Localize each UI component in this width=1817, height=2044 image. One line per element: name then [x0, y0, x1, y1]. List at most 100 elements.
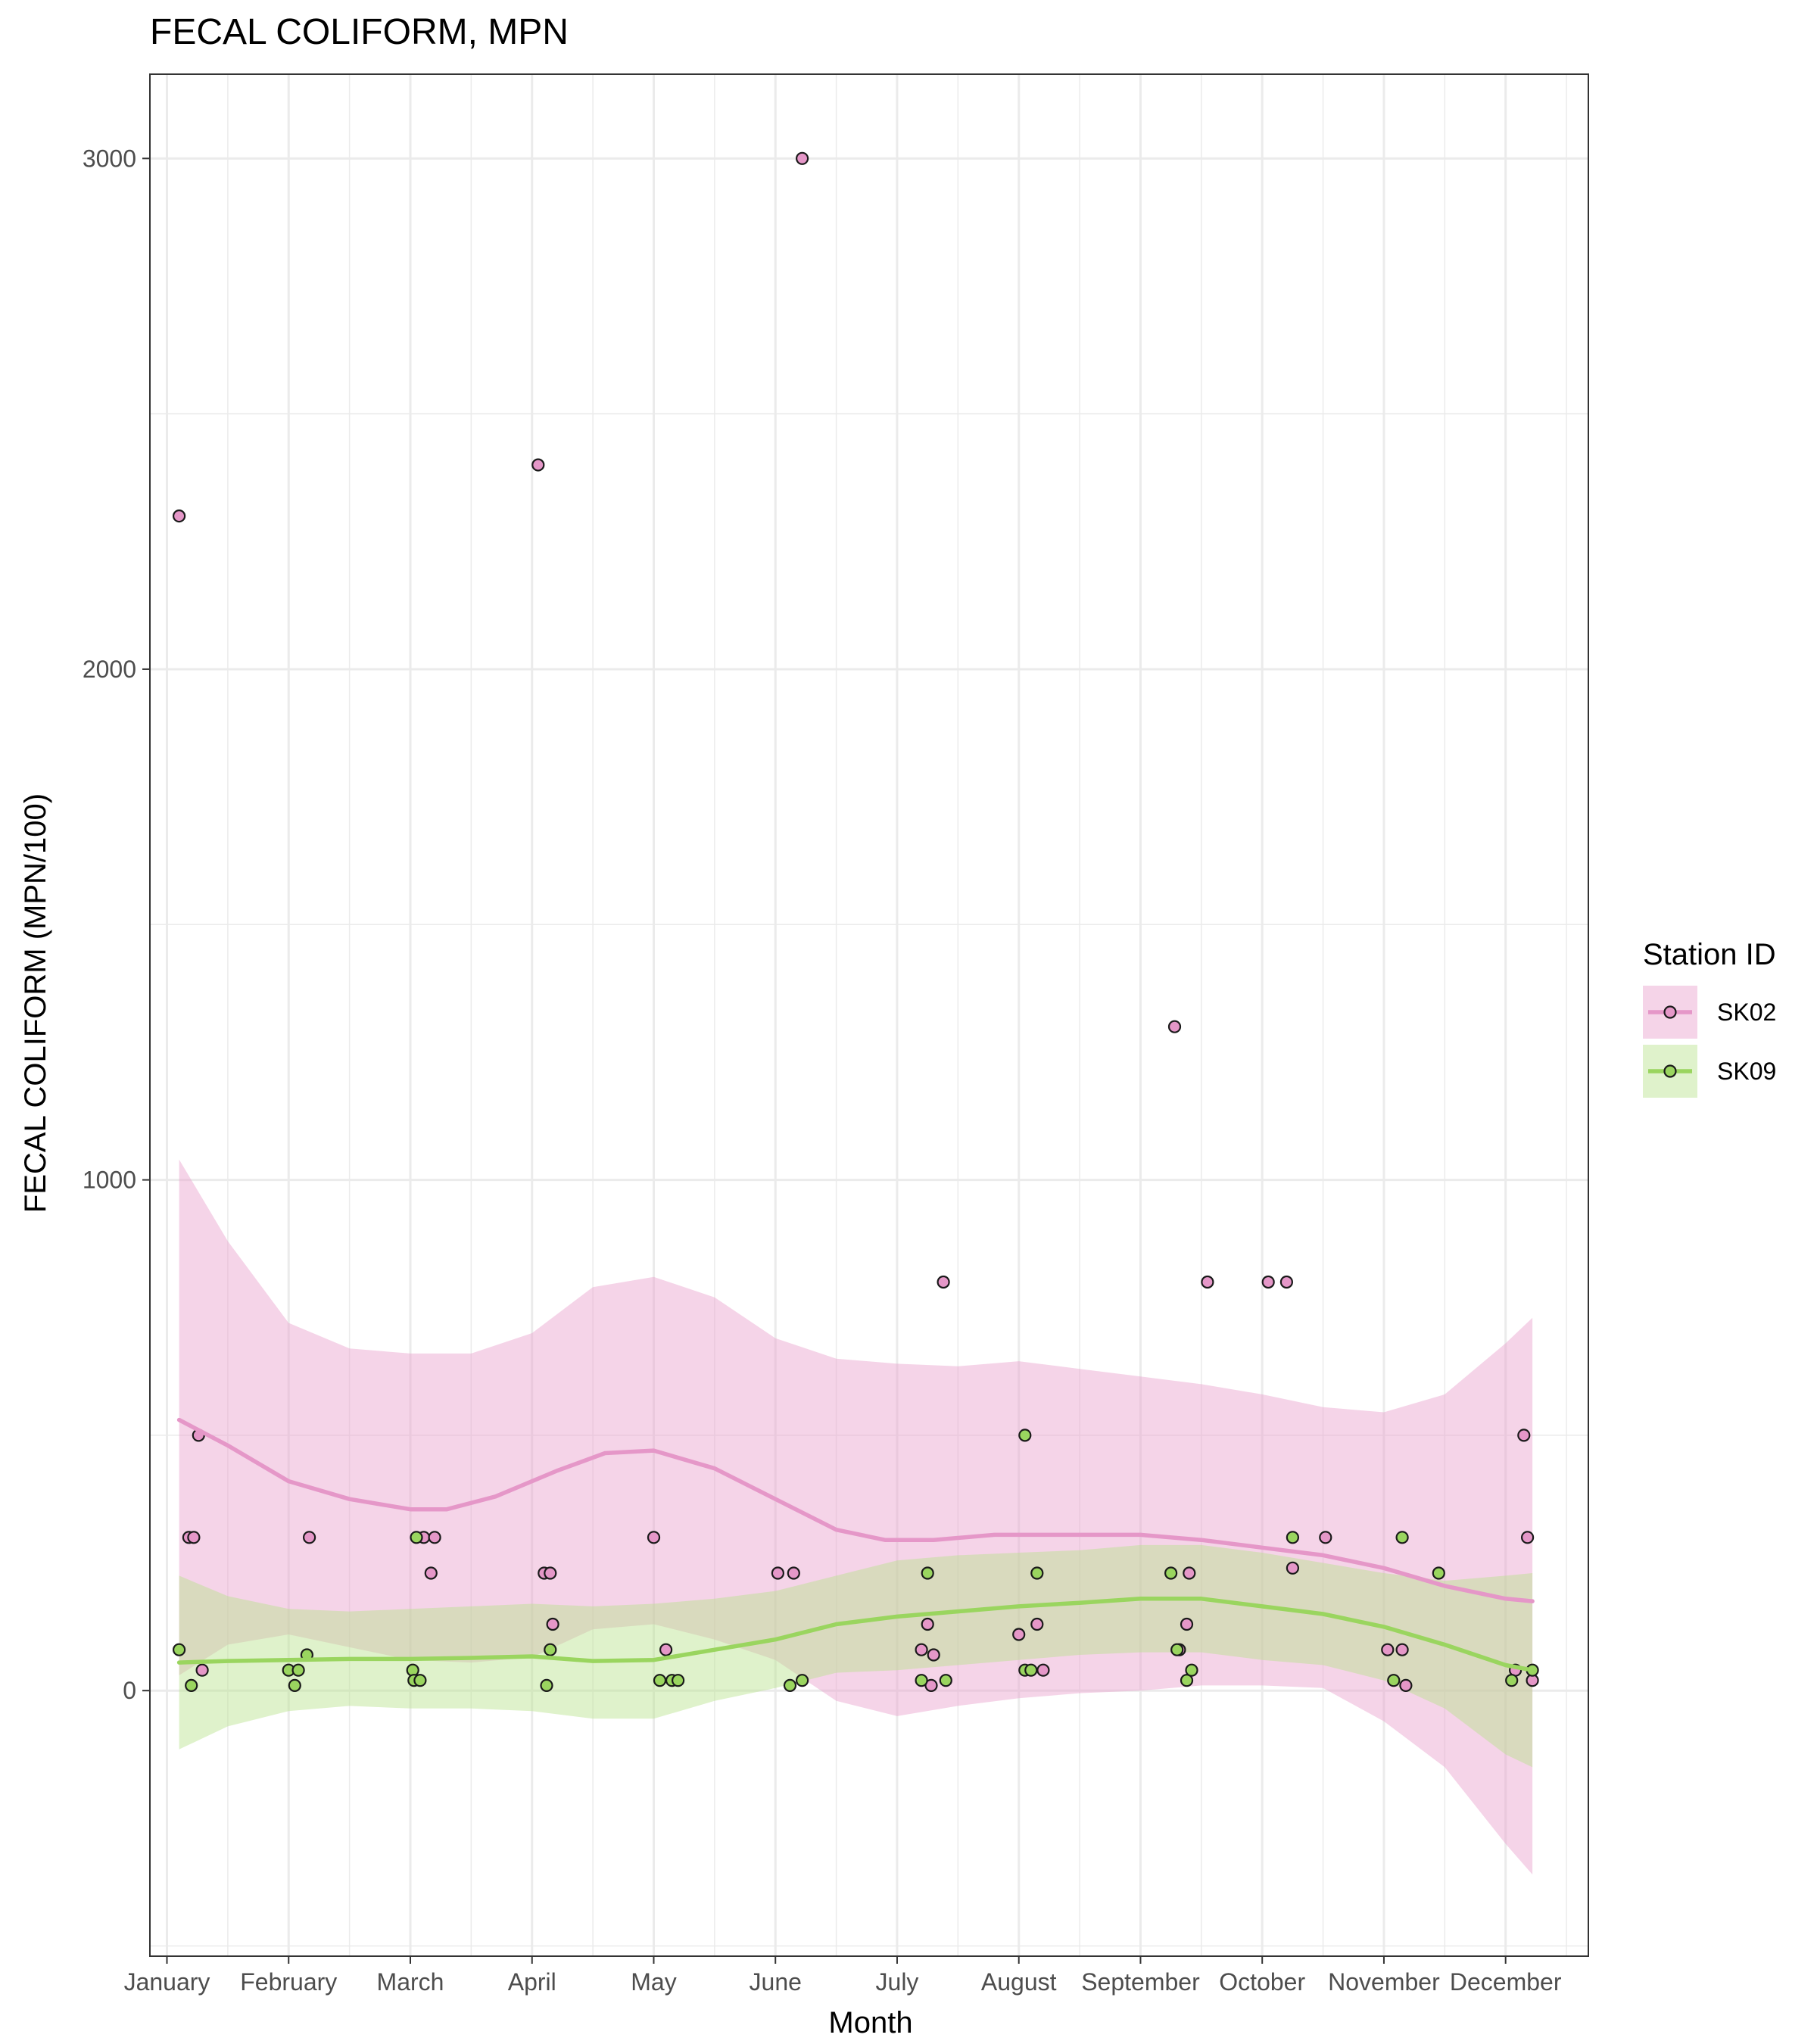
point-sk02: [1279, 1275, 1294, 1289]
point-sk09: [1024, 1663, 1038, 1677]
x-tick-label: June: [750, 1968, 802, 1996]
point-sk09: [185, 1678, 198, 1692]
legend-title: Station ID: [1643, 938, 1776, 971]
plot-frame: [149, 73, 1589, 1957]
point-sk02: [1399, 1678, 1413, 1692]
point-sk02: [659, 1643, 673, 1656]
plot-area: [150, 74, 1588, 1956]
point-sk09: [1164, 1566, 1178, 1580]
point-sk09: [1432, 1566, 1445, 1580]
point-sk02: [1520, 1531, 1535, 1544]
x-tick-label: February: [240, 1968, 337, 1996]
point-sk02: [915, 1643, 928, 1656]
point-sk09: [1030, 1566, 1044, 1580]
smooth-line-sk09: [176, 1597, 1535, 1672]
x-tick-label: April: [508, 1968, 556, 1996]
y-tick-label: 3000: [83, 145, 136, 172]
point-sk02: [546, 1617, 559, 1631]
confidence-band-sk02: [179, 1159, 1533, 1875]
plot-background: [150, 74, 1588, 1956]
chart-title: FECAL COLIFORM, MPN: [150, 12, 569, 52]
x-tick-label: September: [1081, 1968, 1200, 1996]
point-sk09: [413, 1674, 427, 1687]
x-tick-label: August: [981, 1968, 1057, 1996]
point-sk02: [187, 1531, 201, 1544]
point-sk02: [531, 458, 545, 472]
x-tick-label: January: [124, 1968, 210, 1996]
y-axis-title: FECAL COLIFORM (MPN/100): [19, 793, 52, 1213]
point-sk09: [795, 1674, 809, 1687]
point-sk02: [1201, 1275, 1214, 1289]
point-sk02: [1381, 1643, 1395, 1656]
point-sk02: [544, 1566, 557, 1580]
y-tick-label: 0: [123, 1677, 136, 1704]
point-sk09: [173, 1643, 186, 1656]
legend-key-point: [1663, 1005, 1677, 1019]
point-sk09: [939, 1674, 952, 1687]
point-sk02: [1517, 1429, 1531, 1442]
point-sk02: [1395, 1643, 1409, 1656]
x-axis-ticks: January February March April May June July Augu…: [124, 1956, 1562, 1996]
point-sk02: [1319, 1531, 1332, 1544]
point-sk09: [1395, 1531, 1409, 1544]
y-tick-label: 1000: [83, 1167, 136, 1194]
point-sk09: [915, 1674, 928, 1687]
point-sk02: [1180, 1617, 1194, 1631]
gridlines: [150, 74, 1588, 1956]
legend-key-point: [1663, 1064, 1677, 1078]
point-sk09: [1286, 1531, 1300, 1544]
x-tick-label: November: [1328, 1968, 1440, 1996]
point-sk02: [921, 1617, 934, 1631]
legend: Station ID SK02 SK09: [1643, 938, 1776, 1098]
smooth-lines: [176, 1417, 1535, 1672]
legend-label: SK02: [1717, 999, 1776, 1026]
point-sk02: [173, 509, 186, 523]
point-sk09: [671, 1674, 685, 1687]
point-sk09: [921, 1566, 934, 1580]
point-sk09: [1505, 1674, 1519, 1687]
point-sk02: [937, 1275, 950, 1289]
point-sk09: [540, 1678, 553, 1692]
point-sk02: [771, 1566, 785, 1580]
point-sk02: [1183, 1566, 1196, 1580]
point-sk02: [303, 1531, 316, 1544]
x-tick-label: October: [1219, 1968, 1305, 1996]
legend-items: SK02 SK09: [1643, 986, 1776, 1098]
point-sk02: [1167, 1020, 1182, 1033]
point-sk02: [424, 1566, 438, 1580]
point-sk09: [1018, 1429, 1032, 1442]
point-sk09: [653, 1674, 667, 1687]
point-sk02: [1286, 1561, 1300, 1575]
legend-label: SK09: [1717, 1058, 1776, 1085]
legend-item-sk02: SK02: [1643, 986, 1776, 1039]
point-sk02: [787, 1566, 800, 1580]
point-sk09: [544, 1643, 557, 1656]
x-axis-title: Month: [828, 2006, 912, 2039]
panel-border: [149, 73, 1589, 1957]
point-sk02: [428, 1531, 441, 1544]
y-tick-label: 2000: [83, 656, 136, 683]
point-sk02: [795, 151, 809, 165]
point-sk09: [1170, 1643, 1184, 1656]
point-sk09: [1387, 1674, 1401, 1687]
data-points: [173, 151, 1539, 1692]
point-sk02: [1036, 1663, 1050, 1677]
point-sk02: [1030, 1617, 1044, 1631]
smooth-line-sk02: [176, 1417, 1535, 1603]
point-sk09: [288, 1678, 301, 1692]
point-sk09: [1180, 1674, 1194, 1687]
y-axis-ticks: 0 1000 2000 3000: [83, 145, 150, 1704]
x-tick-label: December: [1450, 1968, 1562, 1996]
x-tick-label: March: [377, 1968, 444, 1996]
x-tick-label: May: [631, 1968, 676, 1996]
x-tick-label: July: [876, 1968, 919, 1996]
point-sk09: [783, 1678, 797, 1692]
point-sk09: [291, 1663, 305, 1677]
point-sk02: [1012, 1628, 1026, 1641]
point-sk09: [1185, 1663, 1198, 1677]
point-sk02: [927, 1648, 940, 1662]
point-sk09: [410, 1531, 423, 1544]
point-sk02: [1261, 1275, 1275, 1289]
point-sk02: [924, 1678, 938, 1692]
